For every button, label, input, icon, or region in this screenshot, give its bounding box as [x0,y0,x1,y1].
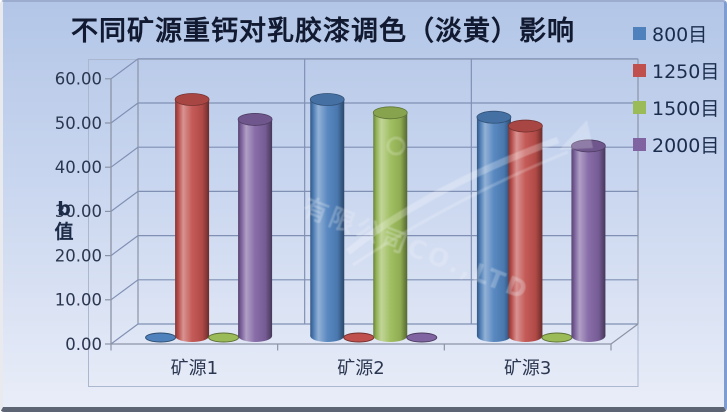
y-tick-label: 0.00 [65,335,102,354]
y-tick-label: 30.00 [55,202,102,221]
bar-2000目-矿源3 [571,139,606,342]
bar-800目-矿源1 [145,332,177,343]
y-axis-title: 值 [54,220,73,243]
bar-1250目-矿源2 [343,332,375,343]
bar-1250目-矿源3 [508,119,543,342]
chart-title: 不同矿源重钙对乳胶漆调色（淡黄）影响 [71,16,575,47]
legend-item: 1500目 [633,89,724,126]
bar-800目-矿源2 [309,93,345,342]
x-category-label: 矿源3 [504,358,551,379]
x-axis: 矿源1 矿源2 矿源3 [110,344,612,379]
bar-2000目-矿源1 [237,113,273,342]
legend-label: 1500目 [652,98,720,120]
y-tick-label: 60.00 [55,70,102,89]
legend-swatch [633,101,646,114]
legend-label: 2000目 [652,135,720,157]
x-category-label: 矿源2 [337,358,384,379]
legend-label: 1250目 [652,61,720,83]
bar-1250目-矿源1 [174,93,210,342]
x-category-label: 矿源1 [171,358,218,379]
y-tick-label: 10.00 [55,291,102,310]
y-tick-label: 50.00 [55,114,102,133]
bar-800目-矿源3 [476,110,512,342]
y-axis: 0.00 10.00 20.00 30.00 40.00 50.00 60.00 b值 [54,70,112,354]
legend-swatch [633,64,646,77]
bar-2000目-矿源2 [406,332,438,343]
legend-item: 2000目 [633,126,724,163]
y-tick-label: 20.00 [55,246,102,265]
y-axis-title: b [57,198,71,220]
bar-1500目-矿源3 [541,332,573,343]
legend-item: 1250目 [633,52,724,89]
legend-swatch [633,27,646,40]
y-tick-label: 40.00 [55,158,102,177]
bar-1500目-矿源1 [208,332,240,343]
legend-item: 800目 [633,15,724,52]
legend: 800目 1250目 1500目 2000目 [633,15,724,163]
legend-swatch [633,138,646,151]
legend-label: 800目 [652,24,708,46]
plot-walls [110,58,639,345]
